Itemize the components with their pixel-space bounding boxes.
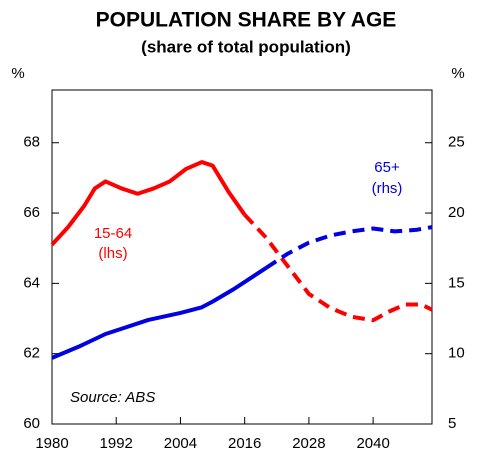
y-unit: % [11,65,24,82]
y2-tick-label: 25 [448,134,465,151]
projection-line [264,225,433,270]
series-note: (lhs) [98,245,127,262]
x-tick-label: 1992 [100,435,133,452]
x-tick-label: 2028 [292,435,325,452]
y-tick-label: 68 [23,134,40,151]
y-tick-label: 66 [23,204,40,221]
source: Source: ABS [70,389,155,406]
history-line [51,266,268,360]
x-tick-label: 2040 [356,435,389,452]
plot-frame [51,89,433,425]
y-tick-label: 64 [23,274,40,291]
history-line [50,160,247,247]
projection-line [243,213,433,323]
chart-subtitle: (share of total population) [141,37,351,56]
series-label: 15-64 [94,225,132,242]
x-tick-label: 2016 [228,435,261,452]
x-tick-label: 2004 [164,435,197,452]
y-tick-label: 62 [23,345,40,362]
y2-tick-label: 10 [448,345,465,362]
x-tick-label: 1980 [35,435,68,452]
y2-tick-label: 5 [448,415,456,432]
y2-tick-label: 20 [448,204,465,221]
y2-unit: % [451,65,464,82]
chart-title: POPULATION SHARE BY AGE [96,9,397,32]
series-note: (rhs) [372,180,403,197]
y-tick-label: 60 [23,415,40,432]
y2-tick-label: 15 [448,274,465,291]
series-label: 65+ [374,159,400,176]
